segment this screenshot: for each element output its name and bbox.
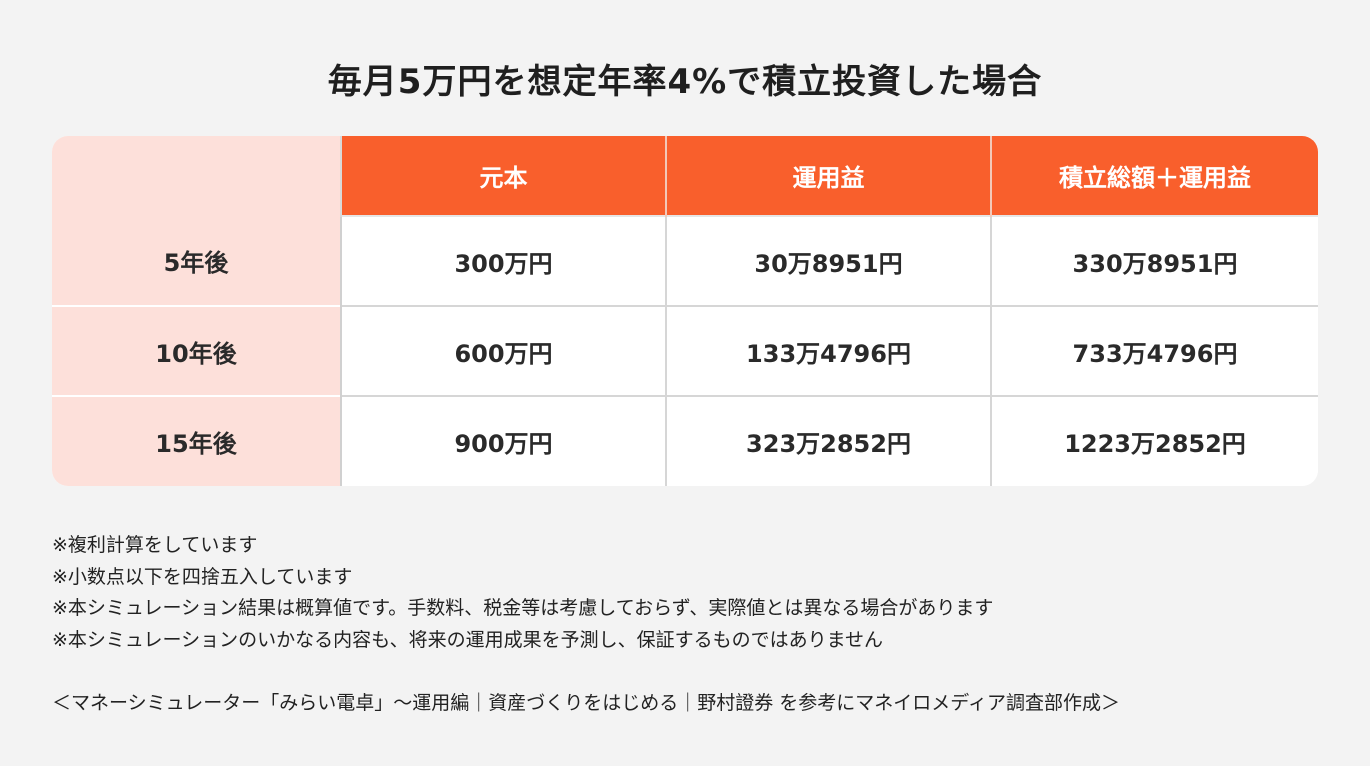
- table-row: 10年後 600万円 133万4796円 733万4796円: [52, 305, 1318, 396]
- note-line: ※本シミュレーション結果は概算値です。手数料、税金等は考慮しておらず、実際値とは…: [52, 597, 994, 619]
- total-cell: 330万8951円: [990, 215, 1318, 306]
- gain-cell: 323万2852円: [665, 395, 991, 486]
- total-cell: 1223万2852円: [990, 395, 1318, 486]
- table-header-row: 元本 運用益 積立総額＋運用益: [52, 136, 1318, 216]
- note-line: ※本シミュレーションのいかなる内容も、将来の運用成果を予測し、保証するものではあ…: [52, 628, 884, 651]
- row-label: 10年後: [52, 305, 342, 396]
- principal-cell: 900万円: [340, 395, 666, 486]
- header-total: 積立総額＋運用益: [990, 136, 1318, 216]
- row-label: 5年後: [52, 216, 342, 306]
- principal-cell: 600万円: [340, 305, 666, 396]
- note-line: ※小数点以下を四捨五入しています: [52, 565, 353, 588]
- notes: ※複利計算をしています ※小数点以下を四捨五入しています ※本シミュレーション結…: [52, 530, 1312, 656]
- source-credit: ＜マネーシミュレーター「みらい電卓」〜運用編｜資産づくりをはじめる｜野村證券 を…: [52, 692, 1120, 714]
- simulation-table: 元本 運用益 積立総額＋運用益 5年後 300万円 30万8951円 330万8…: [52, 136, 1318, 486]
- table-row: 15年後 900万円 323万2852円 1223万2852円: [52, 395, 1318, 486]
- header-corner: [52, 136, 342, 216]
- header-investment-gain: 運用益: [665, 136, 991, 216]
- header-principal: 元本: [340, 136, 666, 216]
- table-row: 5年後 300万円 30万8951円 330万8951円: [52, 215, 1318, 306]
- page-title: 毎月5万円を想定年率4%で積立投資した場合: [327, 62, 1043, 102]
- total-cell: 733万4796円: [990, 305, 1318, 396]
- gain-cell: 30万8951円: [665, 215, 991, 306]
- principal-cell: 300万円: [340, 215, 666, 306]
- note-line: ※複利計算をしています: [52, 534, 258, 556]
- gain-cell: 133万4796円: [665, 305, 991, 396]
- row-label: 15年後: [52, 395, 342, 486]
